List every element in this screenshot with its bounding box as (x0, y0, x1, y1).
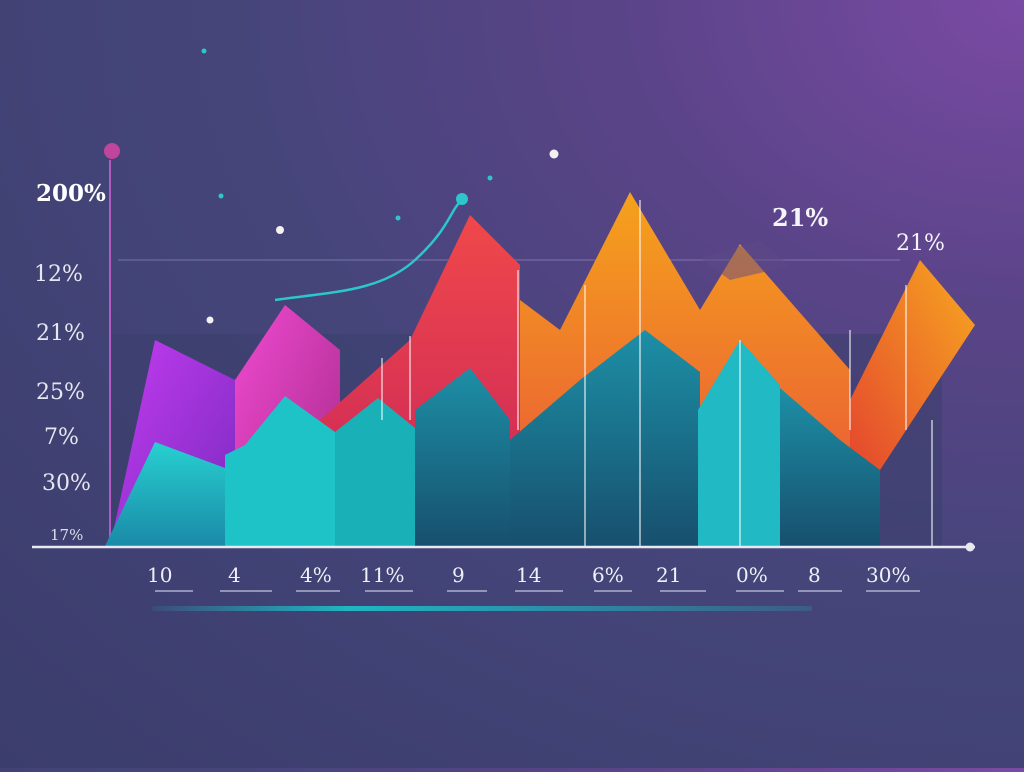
annotation-label: 21% (772, 203, 828, 232)
series-area-teal-4 (415, 368, 510, 546)
x-tick-label: 10 (147, 563, 172, 587)
annotation-label: 21% (896, 231, 945, 256)
x-tick-label: 9 (452, 563, 465, 587)
y-tick-label: 7% (44, 425, 79, 450)
x-tick-label: 11% (360, 563, 404, 587)
y-tick-label: 17% (50, 526, 83, 544)
y-tick-label: 21% (36, 321, 85, 346)
x-axis-end-dot (965, 542, 975, 552)
series-area-orange-right (850, 260, 975, 470)
trend-line-endpoint (456, 193, 468, 205)
series-area-teal-3 (335, 398, 415, 546)
y-tick-label: 200% (36, 180, 106, 207)
y-tick-label: 12% (34, 262, 83, 287)
series-area-teal-7 (780, 388, 880, 546)
x-axis-underline (152, 606, 812, 611)
trend-line (274, 199, 463, 302)
x-tick-label: 8 (808, 563, 821, 587)
decorative-dots (201, 48, 559, 324)
series-area-teal-2 (225, 396, 335, 546)
x-tick-label: 4 (228, 563, 241, 587)
highlight-lines (381, 200, 933, 546)
series-area-teal-5 (510, 330, 700, 546)
x-tick-label: 14 (516, 563, 541, 587)
series-area-teal-6 (698, 340, 780, 546)
y-tick-label: 25% (36, 380, 85, 405)
x-tick-label: 0% (736, 563, 768, 587)
x-tick-label: 4% (300, 563, 332, 587)
x-tick-label: 21 (656, 563, 681, 587)
shadow-facet (700, 240, 790, 280)
x-tick-label: 30% (866, 563, 910, 587)
x-tick-label: 6% (592, 563, 624, 587)
series-area-teal-1 (105, 442, 225, 546)
x-tick-captions (155, 590, 920, 592)
y-axis-cap-dot (104, 143, 120, 159)
y-tick-label: 30% (42, 471, 91, 496)
